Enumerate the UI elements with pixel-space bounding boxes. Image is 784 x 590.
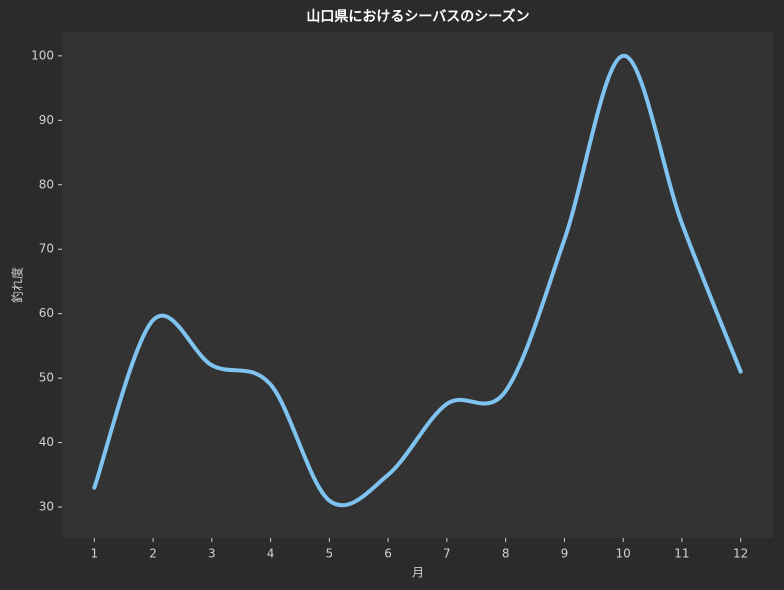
x-tick-label: 12 [733, 547, 748, 561]
x-tick-label: 1 [90, 547, 98, 561]
y-tick-label: 100 [31, 48, 54, 62]
chart-title: 山口県におけるシーバスのシーズン [306, 8, 529, 25]
y-tick-label: 50 [39, 371, 54, 385]
y-tick-label: 30 [39, 500, 54, 514]
y-tick-label: 90 [39, 113, 54, 127]
y-tick-label: 80 [39, 177, 54, 191]
x-tick-label: 10 [616, 547, 631, 561]
x-tick-label: 11 [674, 547, 689, 561]
x-tick-label: 4 [267, 547, 275, 561]
x-tick-label: 2 [149, 547, 157, 561]
y-tick-label: 60 [39, 306, 54, 320]
x-tick-label: 5 [326, 547, 334, 561]
x-tick-label: 3 [208, 547, 216, 561]
x-tick-label: 8 [502, 547, 510, 561]
x-axis-label: 月 [412, 566, 424, 580]
x-tick-label: 6 [384, 547, 392, 561]
y-tick-label: 70 [39, 242, 54, 256]
y-tick-label: 40 [39, 435, 54, 449]
x-tick-label: 7 [443, 547, 451, 561]
x-tick-label: 9 [561, 547, 569, 561]
y-axis-label: 釣れ度 [10, 267, 25, 303]
line [92, 53, 743, 508]
plot-area [62, 32, 773, 538]
